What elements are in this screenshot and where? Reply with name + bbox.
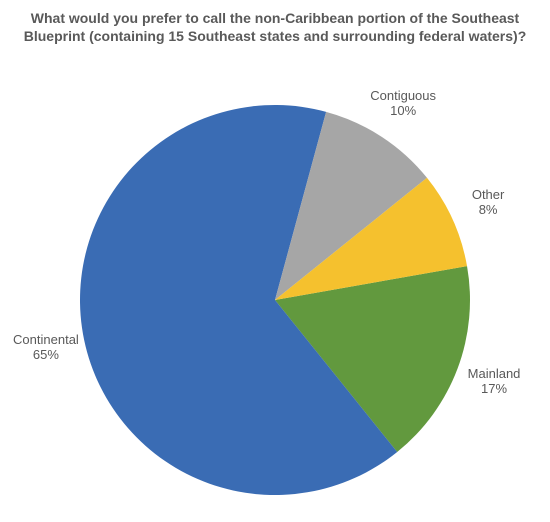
- pie-chart: [0, 0, 550, 522]
- pie-label-percent: 8%: [472, 203, 505, 218]
- pie-label-name: Continental: [13, 333, 79, 348]
- pie-label-other: Other8%: [472, 188, 505, 218]
- pie-label-continental: Continental65%: [13, 333, 79, 363]
- chart-container: What would you prefer to call the non-Ca…: [0, 0, 550, 522]
- pie-label-percent: 10%: [370, 104, 436, 119]
- pie-label-percent: 65%: [13, 348, 79, 363]
- pie-label-percent: 17%: [468, 382, 521, 397]
- pie-label-name: Contiguous: [370, 89, 436, 104]
- pie-label-contiguous: Contiguous10%: [370, 89, 436, 119]
- pie-label-mainland: Mainland17%: [468, 367, 521, 397]
- pie-label-name: Mainland: [468, 367, 521, 382]
- pie-label-name: Other: [472, 188, 505, 203]
